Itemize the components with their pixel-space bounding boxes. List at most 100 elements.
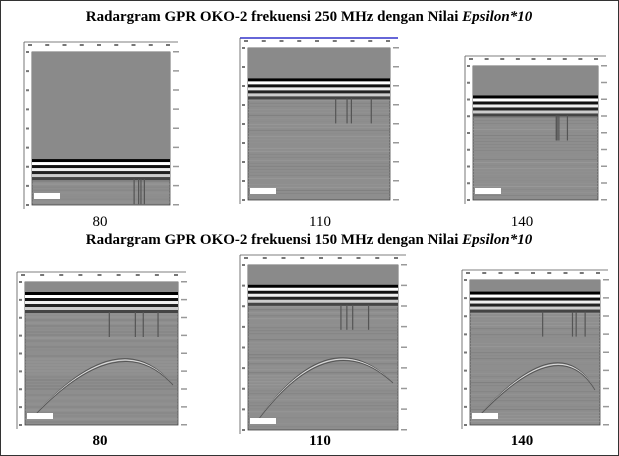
tick <box>19 316 22 319</box>
tick <box>242 85 245 87</box>
reflection-band <box>473 95 598 99</box>
caption-box <box>250 188 276 194</box>
reflection-band <box>470 303 600 307</box>
tick <box>181 334 187 337</box>
tick <box>401 325 407 328</box>
reflection-band <box>248 299 398 303</box>
reflection-band <box>248 90 390 94</box>
tick <box>394 257 398 259</box>
reflection-band <box>248 287 398 291</box>
reflection-band <box>248 290 398 294</box>
tick <box>547 58 552 60</box>
tick <box>467 165 470 168</box>
radargram <box>239 254 407 434</box>
tick <box>166 44 170 46</box>
tick <box>26 127 29 130</box>
tick <box>467 199 470 201</box>
panel-label: 140 <box>511 433 534 449</box>
tick <box>332 40 337 42</box>
tick <box>26 70 29 73</box>
reflection-band <box>473 101 598 105</box>
tick <box>242 284 245 287</box>
air-zone <box>248 265 398 285</box>
tick <box>386 40 390 42</box>
reflection-band <box>470 306 600 310</box>
tick <box>603 351 609 353</box>
tick <box>242 305 245 308</box>
tick <box>173 204 179 206</box>
tick <box>78 274 83 276</box>
reflection-band <box>25 292 178 296</box>
title-text: Radargram GPR OKO-2 frekuensi 250 MHz de… <box>86 9 462 25</box>
tick <box>173 108 179 110</box>
tick <box>467 115 470 118</box>
tick <box>242 66 245 68</box>
tick <box>181 298 187 301</box>
tick <box>401 305 407 307</box>
tick <box>596 272 600 274</box>
air-zone <box>470 280 600 292</box>
tick <box>350 40 355 42</box>
tick <box>40 274 45 276</box>
tick <box>148 44 153 46</box>
tick <box>467 98 470 101</box>
tick <box>114 44 119 46</box>
tick <box>467 148 470 151</box>
reflection-band <box>25 307 178 311</box>
reflection-band <box>248 87 390 91</box>
reflection-band <box>248 302 398 306</box>
tick <box>464 369 467 372</box>
tick <box>181 406 187 408</box>
tick <box>242 429 245 431</box>
tick <box>173 51 179 53</box>
tick <box>393 180 399 182</box>
tick <box>79 44 84 46</box>
tick <box>19 388 22 391</box>
tick <box>28 44 32 46</box>
tick <box>603 369 609 372</box>
tick <box>181 424 187 426</box>
tick <box>173 127 179 129</box>
tick <box>469 58 473 60</box>
tick <box>401 408 407 410</box>
reflection-band <box>473 110 598 114</box>
tick <box>563 272 568 274</box>
tick <box>393 161 399 163</box>
reflection-band <box>248 93 390 97</box>
tick <box>154 274 159 276</box>
tick <box>401 367 407 369</box>
tick <box>297 40 302 42</box>
reflection-band <box>473 113 598 117</box>
tick <box>262 257 267 259</box>
tick <box>401 264 407 266</box>
reflection-band <box>248 81 390 85</box>
title-text: Radargram GPR OKO-2 frekuensi 150 MHz de… <box>86 232 462 248</box>
tick <box>26 51 29 53</box>
tick <box>242 264 245 266</box>
tick <box>393 66 399 68</box>
tick <box>603 387 609 390</box>
tick <box>281 257 286 259</box>
tick <box>242 180 245 182</box>
tick <box>242 199 245 201</box>
tick <box>242 123 245 125</box>
reflection-band <box>32 171 170 175</box>
tick <box>464 333 467 336</box>
tick <box>19 370 22 373</box>
caption-box <box>472 413 498 419</box>
air-zone <box>473 66 598 96</box>
tick <box>484 58 489 60</box>
reflection-band <box>25 310 178 314</box>
reflection-band <box>470 309 600 313</box>
tick <box>464 315 467 318</box>
reflection-band <box>32 159 170 163</box>
reflection-band <box>470 297 600 301</box>
tick <box>242 104 245 106</box>
tick <box>173 70 179 72</box>
tick <box>242 142 245 144</box>
tick <box>401 387 407 390</box>
tick <box>21 274 25 276</box>
tick <box>515 58 520 60</box>
air-zone <box>248 48 390 79</box>
tick <box>401 284 407 287</box>
